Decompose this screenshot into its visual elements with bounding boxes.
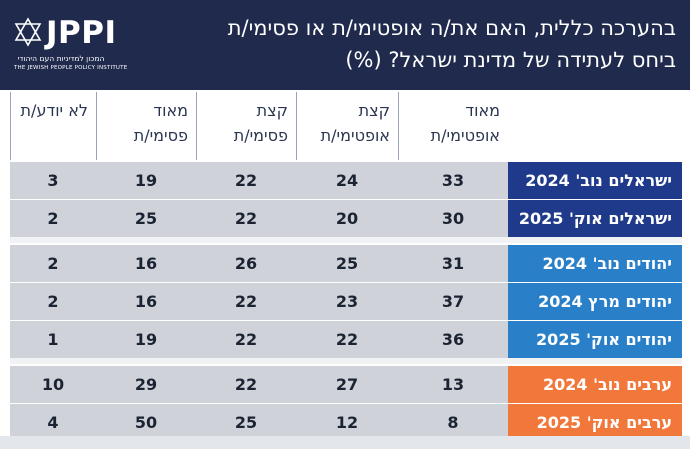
logo-text: JPPI [46,15,117,51]
row-label: ישראלים נוב' 2024 [508,162,682,199]
row-cells: 33 24 22 19 3 [10,162,508,199]
table-cell-somewhat-pessimistic: 22 [234,209,258,228]
table-cell-dont-know: 10 [41,375,65,394]
table-cell-very-optimistic: 8 [447,413,459,432]
table-cell-dont-know: 2 [47,292,59,311]
table-cell-very-optimistic: 31 [441,254,465,273]
logo-subtitle-hebrew: המכון למדיניות העם היהודי [17,54,105,63]
row-cells: 30 20 22 25 2 [10,200,508,237]
logo-subtitle-english: THE JEWISH PEOPLE POLICY INSTITUTE [14,65,128,71]
column-header-very-pessimistic: מאוד פסימי/ת [96,92,196,160]
chart-title: בהערכה כללית, האם את/ה אופטימי/ת או פסימ… [156,12,676,76]
row-label: ערבים אוק' 2025 [508,404,682,441]
row-cells: 36 22 22 19 1 [10,321,508,358]
column-header-line: אופטימי/ת [320,126,390,145]
table-cell-somewhat-pessimistic: 22 [234,330,258,349]
row-label: יהודים מרץ 2024 [508,283,682,320]
table-cell-dont-know: 2 [47,254,59,273]
column-header-dont-know: לא יודע/ת [10,92,96,160]
table-row: 36 22 22 19 1 יהודים אוק' 2025 [0,321,690,358]
column-header-somewhat-pessimistic: קצת פסימי/ת [196,92,296,160]
table-cell-somewhat-optimistic: 24 [335,171,359,190]
row-label: יהודים אוק' 2025 [508,321,682,358]
row-label: ישראלים אוק' 2025 [508,200,682,237]
column-header-line: אופטימי/ת [430,126,500,145]
table-cell-very-optimistic: 37 [441,292,465,311]
table-cell-somewhat-pessimistic: 22 [234,292,258,311]
table-cell-somewhat-optimistic: 20 [335,209,359,228]
table-cell-very-pessimistic: 19 [134,330,158,349]
column-header-line: פסימי/ת [133,126,188,145]
table-cell-somewhat-pessimistic: 25 [234,413,258,432]
table-cell-somewhat-pessimistic: 22 [234,171,258,190]
table-cell-very-optimistic: 30 [441,209,465,228]
table-cell-very-optimistic: 36 [441,330,465,349]
row-divider [10,282,682,283]
table-cell-somewhat-pessimistic: 22 [234,375,258,394]
row-cells: 8 12 25 50 4 [10,404,508,441]
group-separator [10,237,682,243]
table-cell-somewhat-optimistic: 22 [335,330,359,349]
row-cells: 31 25 26 16 2 [10,245,508,282]
column-header-line: לא יודע/ת [20,101,88,120]
jppi-logo: JPPI המכון למדיניות העם היהודי THE JEWIS… [12,14,128,74]
column-header-line: פסימי/ת [233,126,288,145]
table-cell-dont-know: 4 [47,413,59,432]
table-cell-very-pessimistic: 25 [134,209,158,228]
table-row: 33 24 22 19 3 ישראלים נוב' 2024 [0,162,690,199]
table-cell-somewhat-optimistic: 12 [335,413,359,432]
chart-title-line-2: ביחס לעתידה של מדינת ישראל? (%) [345,48,676,72]
table-cell-somewhat-optimistic: 25 [335,254,359,273]
chart-title-line-1: בהערכה כללית, האם את/ה אופטימי/ת או פסימ… [227,16,676,40]
table-row: 37 23 22 16 2 יהודים מרץ 2024 [0,283,690,320]
table-cell-somewhat-pessimistic: 26 [234,254,258,273]
row-cells: 13 27 22 29 10 [10,366,508,403]
table-cell-dont-know: 3 [47,171,59,190]
table-row: 31 25 26 16 2 יהודים נוב' 2024 [0,245,690,282]
row-cells: 37 23 22 16 2 [10,283,508,320]
table-cell-dont-know: 1 [47,330,59,349]
column-header-line: מאוד [465,101,500,120]
column-header-line: קצת [256,101,288,120]
column-header-very-optimistic: מאוד אופטימי/ת [398,92,508,160]
table-cell-very-pessimistic: 50 [134,413,158,432]
table-cell-somewhat-optimistic: 27 [335,375,359,394]
table-row: 30 20 22 25 2 ישראלים אוק' 2025 [0,200,690,237]
table-cell-very-pessimistic: 16 [134,292,158,311]
row-label: ערבים נוב' 2024 [508,366,682,403]
table-cell-very-optimistic: 33 [441,171,465,190]
table-cell-very-pessimistic: 16 [134,254,158,273]
star-of-david-icon [14,17,42,47]
header-banner: JPPI המכון למדיניות העם היהודי THE JEWIS… [0,0,690,90]
column-header-line: מאוד [153,101,188,120]
table-row: 13 27 22 29 10 ערבים נוב' 2024 [0,366,690,403]
row-label: יהודים נוב' 2024 [508,245,682,282]
group-separator [10,358,682,364]
table-cell-somewhat-optimistic: 23 [335,292,359,311]
row-divider [10,320,682,321]
table-cell-dont-know: 2 [47,209,59,228]
table-cell-very-pessimistic: 29 [134,375,158,394]
row-divider [10,199,682,200]
column-header-somewhat-optimistic: קצת אופטימי/ת [296,92,398,160]
footer-strip [0,436,690,449]
table-cell-very-optimistic: 13 [441,375,465,394]
column-header-line: קצת [358,101,390,120]
table-row: 8 12 25 50 4 ערבים אוק' 2025 [0,404,690,441]
table-cell-very-pessimistic: 19 [134,171,158,190]
row-divider [10,403,682,404]
